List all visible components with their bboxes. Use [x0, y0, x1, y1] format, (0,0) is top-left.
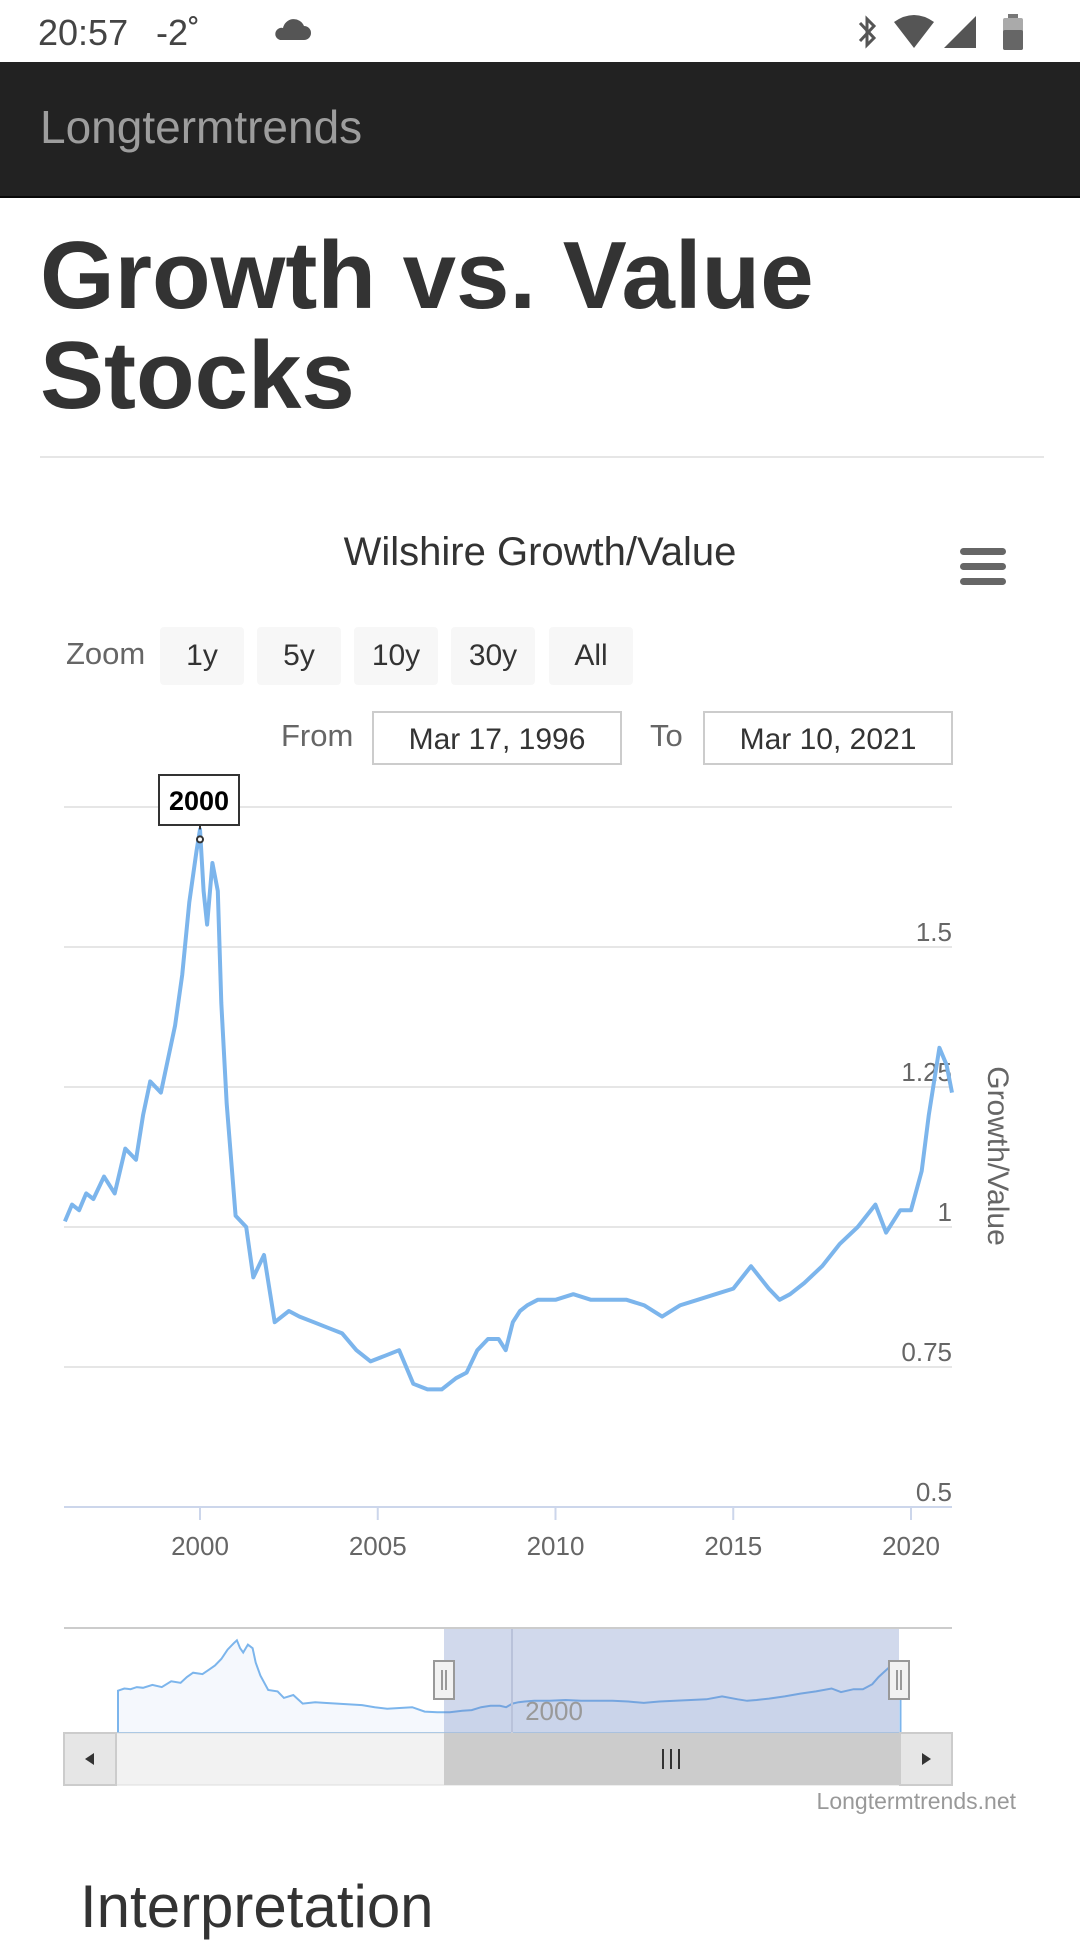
status-temperature: -2˚ [156, 12, 200, 53]
page-title: Growth vs. Value Stocks [40, 222, 814, 429]
hamburger-menu-icon[interactable] [960, 548, 1006, 586]
navigator-right-handle[interactable] [888, 1660, 910, 1700]
zoom-30y-button[interactable]: 30y [451, 627, 535, 685]
brand-link[interactable]: Longtermtrends [40, 101, 363, 153]
range-to-label: To [650, 718, 683, 753]
arrow-right-icon [922, 1753, 931, 1765]
scrollbar-grip-icon [662, 1749, 680, 1769]
scroll-left-button[interactable] [63, 1732, 117, 1786]
navigator-selection[interactable] [444, 1629, 899, 1733]
wifi-icon [894, 15, 934, 48]
zoom-5y-button[interactable]: 5y [257, 627, 341, 685]
zoom-10y-button[interactable]: 10y [354, 627, 438, 685]
section-heading: Interpretation [80, 1873, 434, 1940]
navigator-series [117, 1638, 902, 1734]
status-time: 20:57 [38, 12, 129, 53]
zoom-all-button[interactable]: All [549, 627, 633, 685]
zoom-1y-button[interactable]: 1y [160, 627, 244, 685]
navbar: Longtermtrends [0, 62, 1080, 198]
signal-icon [944, 16, 976, 48]
status-bar: 20:57 -2˚ [0, 0, 1080, 62]
chart-credit[interactable]: Longtermtrends.net [816, 1788, 1016, 1814]
range-to-input[interactable]: Mar 10, 2021 [703, 711, 953, 765]
zoom-label: Zoom [66, 636, 146, 671]
navigator-left-handle[interactable] [433, 1660, 455, 1700]
range-from-label: From [281, 718, 354, 753]
range-from-input[interactable]: Mar 17, 1996 [372, 711, 622, 765]
bluetooth-icon [858, 15, 877, 49]
cloud-icon [275, 19, 311, 40]
navigator-tick-label: 2000 [525, 1696, 583, 1726]
battery-icon [1003, 14, 1023, 50]
title-divider [40, 456, 1044, 458]
arrow-left-icon [85, 1753, 94, 1765]
chart-title: Wilshire Growth/Value [343, 530, 737, 574]
scroll-right-button[interactable] [899, 1732, 953, 1786]
